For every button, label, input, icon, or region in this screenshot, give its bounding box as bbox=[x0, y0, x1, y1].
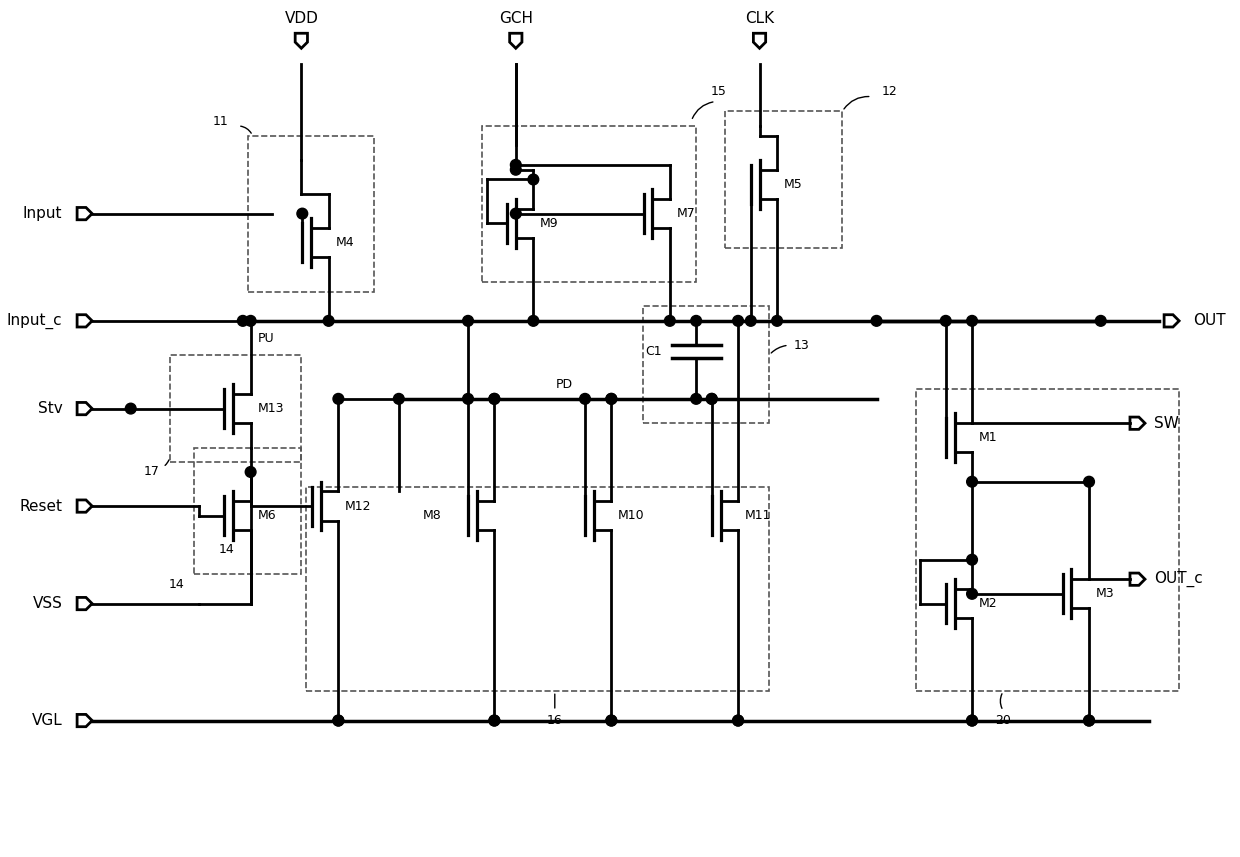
Text: 11: 11 bbox=[212, 115, 228, 128]
Bar bbox=[306, 487, 769, 692]
Circle shape bbox=[967, 716, 977, 726]
Circle shape bbox=[489, 716, 500, 726]
Circle shape bbox=[463, 393, 474, 405]
Circle shape bbox=[324, 315, 334, 327]
Circle shape bbox=[489, 716, 500, 726]
Text: 20: 20 bbox=[996, 714, 1011, 727]
Circle shape bbox=[967, 476, 977, 487]
Circle shape bbox=[1084, 476, 1095, 487]
Circle shape bbox=[665, 315, 676, 327]
Circle shape bbox=[1084, 716, 1095, 726]
Circle shape bbox=[125, 404, 136, 414]
Text: 14: 14 bbox=[218, 543, 234, 556]
Text: SW: SW bbox=[1154, 416, 1179, 431]
Text: M8: M8 bbox=[423, 509, 441, 522]
Circle shape bbox=[707, 393, 717, 405]
Circle shape bbox=[606, 393, 616, 405]
Circle shape bbox=[691, 315, 702, 327]
Circle shape bbox=[511, 159, 521, 171]
Text: Stv: Stv bbox=[37, 401, 62, 417]
Text: CLK: CLK bbox=[745, 11, 774, 26]
Circle shape bbox=[511, 208, 521, 219]
Text: OUT_c: OUT_c bbox=[1154, 571, 1203, 587]
Circle shape bbox=[967, 554, 977, 565]
Circle shape bbox=[296, 208, 308, 219]
Text: C1: C1 bbox=[645, 345, 662, 357]
Bar bbox=[248, 135, 374, 291]
Circle shape bbox=[967, 315, 977, 327]
Circle shape bbox=[733, 315, 744, 327]
Text: M9: M9 bbox=[541, 217, 559, 230]
Circle shape bbox=[872, 315, 882, 327]
Bar bbox=[725, 111, 842, 248]
Circle shape bbox=[940, 315, 951, 327]
Text: M1: M1 bbox=[978, 431, 997, 444]
Circle shape bbox=[511, 165, 521, 175]
Text: M6: M6 bbox=[258, 509, 277, 522]
Text: Input_c: Input_c bbox=[7, 313, 62, 329]
Text: PD: PD bbox=[556, 378, 573, 391]
Text: 17: 17 bbox=[144, 465, 160, 478]
Circle shape bbox=[334, 716, 343, 726]
Text: OUT: OUT bbox=[1193, 314, 1226, 328]
Text: 16: 16 bbox=[547, 714, 563, 727]
Text: 15: 15 bbox=[711, 85, 727, 99]
Circle shape bbox=[707, 393, 717, 405]
Circle shape bbox=[967, 589, 977, 599]
Bar bbox=[481, 126, 696, 282]
Text: M10: M10 bbox=[619, 509, 645, 522]
Circle shape bbox=[1095, 315, 1106, 327]
Circle shape bbox=[393, 393, 404, 405]
Circle shape bbox=[489, 393, 500, 405]
Text: M7: M7 bbox=[677, 207, 696, 220]
Text: VGL: VGL bbox=[32, 713, 62, 728]
Text: M2: M2 bbox=[978, 597, 997, 610]
Circle shape bbox=[1084, 716, 1095, 726]
Circle shape bbox=[238, 315, 248, 327]
Bar bbox=[915, 389, 1179, 692]
Text: PU: PU bbox=[258, 332, 274, 345]
Circle shape bbox=[246, 466, 255, 477]
Circle shape bbox=[733, 716, 744, 726]
Circle shape bbox=[606, 716, 616, 726]
Circle shape bbox=[489, 393, 500, 405]
Circle shape bbox=[334, 716, 343, 726]
Circle shape bbox=[606, 716, 616, 726]
Circle shape bbox=[691, 393, 702, 405]
Text: Input: Input bbox=[24, 207, 62, 221]
Text: M13: M13 bbox=[258, 402, 284, 415]
Circle shape bbox=[733, 716, 744, 726]
Circle shape bbox=[528, 174, 538, 185]
Circle shape bbox=[745, 315, 756, 327]
Text: M4: M4 bbox=[336, 237, 355, 249]
Circle shape bbox=[967, 716, 977, 726]
Text: M12: M12 bbox=[345, 500, 372, 512]
Text: VDD: VDD bbox=[284, 11, 319, 26]
Circle shape bbox=[771, 315, 782, 327]
Text: 13: 13 bbox=[794, 339, 810, 351]
Circle shape bbox=[528, 315, 538, 327]
Circle shape bbox=[334, 393, 343, 405]
Text: 12: 12 bbox=[882, 85, 897, 99]
Circle shape bbox=[606, 393, 616, 405]
Circle shape bbox=[246, 315, 255, 327]
Bar bbox=[195, 447, 301, 574]
Bar bbox=[642, 306, 769, 423]
Text: M3: M3 bbox=[1096, 587, 1115, 600]
Text: M11: M11 bbox=[745, 509, 771, 522]
Bar bbox=[170, 355, 301, 462]
Text: Reset: Reset bbox=[20, 499, 62, 513]
Text: GCH: GCH bbox=[498, 11, 533, 26]
Circle shape bbox=[579, 393, 590, 405]
Text: 14: 14 bbox=[169, 578, 185, 590]
Text: VSS: VSS bbox=[32, 596, 62, 611]
Text: M5: M5 bbox=[784, 178, 802, 191]
Circle shape bbox=[463, 315, 474, 327]
